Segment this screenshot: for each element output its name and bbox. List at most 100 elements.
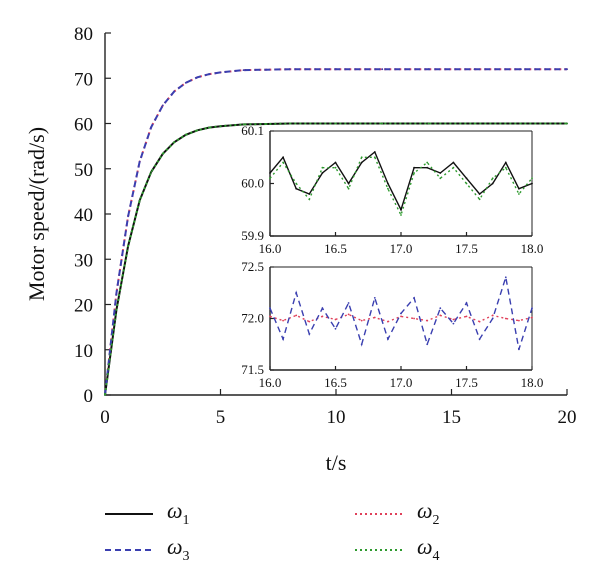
legend-label-omega3: ω3 (167, 534, 190, 564)
inset-bottom-point-omega3 (347, 302, 350, 304)
inset-chart-omega-60: 16.0 16.5 17.0 17.5 18.0 59.9 60.0 60.1 (241, 123, 543, 256)
main-series-omega3 (104, 68, 567, 396)
inset-top-series-omega1 (269, 150, 533, 212)
main-x-tick-label: 5 (216, 407, 226, 428)
main-point-omega3 (381, 68, 384, 71)
main-point-omega3 (427, 68, 430, 71)
inset-bottom-x-tick-label: 16.0 (259, 375, 282, 390)
inset-top-point-omega4 (360, 156, 363, 159)
inset-top-x-tick-label: 16.0 (259, 241, 282, 256)
main-x-tick-label: 15 (442, 407, 461, 428)
inset-top-x-tick-label: 17.5 (455, 241, 478, 256)
inset-top-point-omega4 (400, 214, 402, 216)
inset-bottom-point-omega2 (400, 315, 402, 318)
legend-label-omega2: ω2 (417, 498, 440, 528)
inset-top-x-tick-label: 16.5 (324, 241, 347, 256)
inset-bottom-point-omega2 (452, 318, 455, 321)
inset-top-point-omega1 (465, 177, 468, 180)
main-point-omega4 (196, 129, 199, 132)
inset-top-x-tick-label: 18.0 (521, 241, 544, 256)
inset-bottom-point-omega3 (478, 338, 481, 340)
inset-top-point-omega4 (478, 198, 481, 201)
inset-bottom-point-omega2 (282, 319, 284, 322)
main-point-omega3 (519, 68, 522, 71)
inset-bottom-point-omega2 (269, 315, 271, 318)
inset-top-point-omega1 (518, 187, 520, 190)
main-x-tick-label: 20 (558, 407, 577, 428)
main-point-omega4 (173, 141, 176, 144)
main-point-omega4 (335, 122, 337, 125)
main-point-omega3 (138, 160, 141, 163)
inset-bottom-point-omega2 (478, 320, 481, 323)
inset-top-y-tick-label: 59.9 (241, 228, 264, 243)
inset-bottom-point-omega3 (400, 312, 402, 315)
inset-top-point-omega1 (491, 182, 494, 185)
main-point-omega4 (265, 123, 268, 125)
inset-bottom-y-tick-label: 71.5 (241, 362, 264, 377)
inset-top-point-omega4 (531, 177, 533, 180)
legend-symbol: ω (167, 498, 183, 523)
inset-bottom-point-omega3 (413, 297, 415, 299)
inset-top-point-omega4 (439, 177, 442, 180)
inset-top-point-omega4 (452, 166, 455, 169)
main-y-tick-label: 50 (74, 160, 93, 181)
inset-top-series-omega4 (269, 156, 533, 217)
inset-bottom-point-omega2 (360, 319, 363, 322)
main-point-omega3 (335, 68, 337, 71)
inset-bottom-point-omega3 (491, 317, 494, 320)
main-point-omega3 (265, 68, 268, 71)
legend-subscript: 2 (433, 513, 440, 528)
legend-symbol: ω (167, 534, 183, 559)
inset-top-point-omega4 (282, 161, 284, 164)
main-point-omega4 (138, 199, 141, 202)
main-point-omega3 (173, 90, 176, 93)
inset-chart-omega-72: 16.0 16.5 17.0 17.5 18.0 71.5 72.0 72.5 (241, 259, 543, 390)
inset-top-point-omega1 (269, 172, 271, 174)
main-x-tick-label: 10 (327, 407, 346, 428)
inset-top-y-tick-label: 60.1 (241, 123, 264, 138)
inset-top-point-omega1 (478, 193, 481, 195)
inset-bottom-point-omega3 (504, 276, 507, 279)
main-point-omega4 (115, 308, 118, 311)
inset-bottom-point-omega2 (504, 317, 507, 320)
inset-bottom-point-omega3 (465, 302, 468, 304)
inset-bottom-point-omega3 (269, 307, 271, 310)
legend-symbol: ω (417, 534, 433, 559)
main-point-omega4 (208, 126, 210, 129)
main-point-omega4 (473, 122, 476, 125)
inset-bottom-point-omega3 (452, 322, 455, 325)
inset-top-point-omega4 (308, 198, 311, 201)
inset-top-point-omega1 (334, 161, 337, 164)
inset-bottom-point-omega2 (295, 314, 298, 317)
main-y-tick-label: 70 (74, 69, 93, 90)
inset-bottom-point-omega2 (426, 319, 429, 322)
inset-top-point-omega1 (282, 156, 284, 159)
inset-top-point-omega4 (491, 177, 494, 180)
inset-bottom-point-omega2 (491, 314, 494, 317)
main-point-omega4 (566, 122, 568, 125)
inset-top-point-omega4 (387, 187, 389, 190)
inset-bottom-point-omega2 (321, 315, 324, 318)
inset-bottom-point-omega3 (439, 307, 442, 310)
inset-top-point-omega4 (347, 187, 350, 190)
inset-bottom-point-omega3 (426, 343, 429, 346)
main-point-omega3 (184, 81, 187, 84)
main-point-omega3 (219, 71, 222, 74)
main-point-omega3 (196, 76, 199, 79)
inset-bottom-point-omega3 (531, 307, 533, 310)
inset-bottom-y-tick-label: 72.0 (241, 311, 264, 326)
inset-top-point-omega4 (465, 182, 468, 185)
inset-top-point-omega1 (439, 172, 442, 174)
inset-bottom-point-omega2 (308, 320, 311, 323)
inset-bottom-point-omega3 (295, 291, 298, 294)
inset-bottom-point-omega3 (387, 338, 389, 340)
inset-top-point-omega4 (334, 166, 337, 169)
x-axis-title: t/s (326, 450, 347, 475)
inset-top-point-omega1 (400, 208, 402, 211)
inset-bottom-point-omega3 (308, 333, 311, 335)
inset-top-point-omega1 (295, 187, 298, 190)
inset-top-point-omega4 (295, 182, 298, 185)
main-point-omega3 (566, 68, 568, 71)
inset-top-point-omega1 (452, 161, 455, 164)
